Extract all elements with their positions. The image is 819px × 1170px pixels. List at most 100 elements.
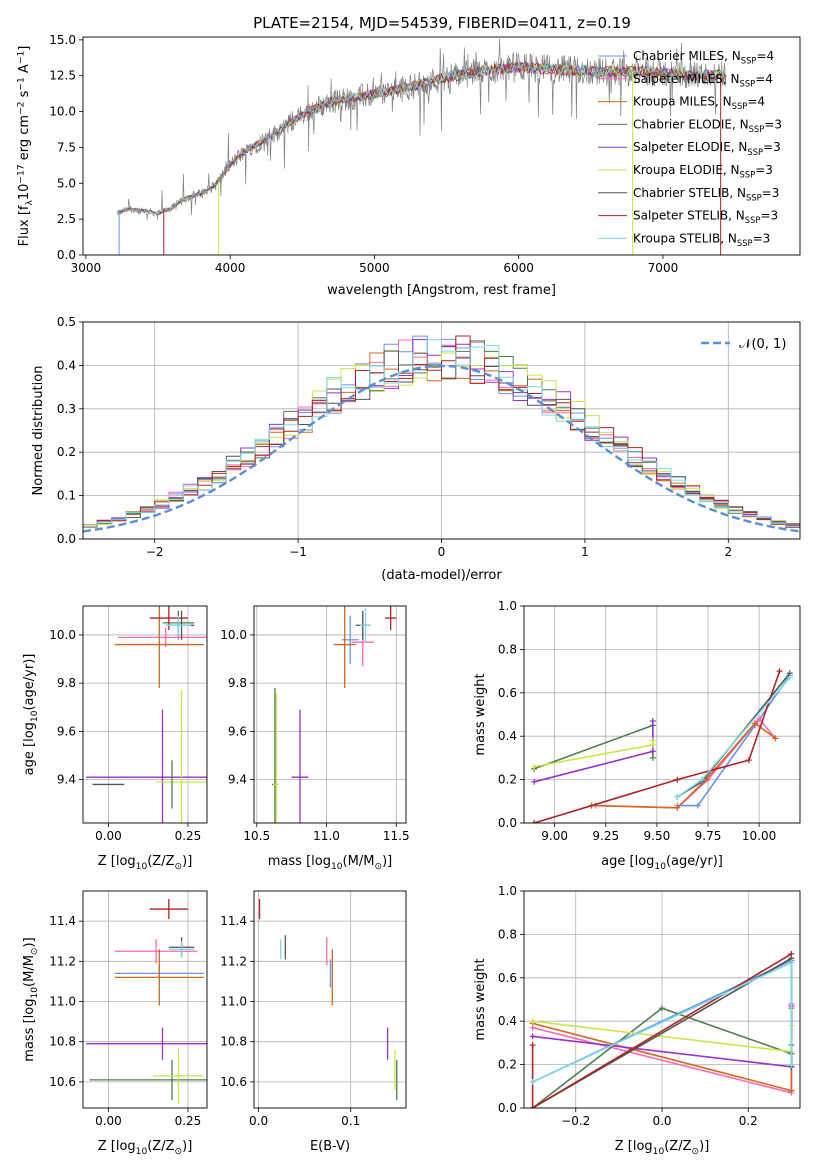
xlabel-weight_vs_Z-part: 10 (653, 1147, 665, 1157)
xlabel-weight_vs_age-part: (age/yr)] (666, 854, 723, 869)
y-tick-label: 10.0 (49, 628, 76, 642)
xlabel-age_vs_Z: Z [log10(Z/Z⊙)] (98, 854, 193, 872)
plot-area-mass_vs_EBV (258, 899, 398, 1100)
axes-frame (253, 605, 407, 824)
weight-marker (649, 754, 656, 761)
plot-area-age_vs_mass (272, 606, 397, 823)
spectrum-xlabel: wavelength [Angstrom, rest frame] (327, 283, 556, 298)
legend-label-7: Salpeter STELIB, NSSP=3 (633, 209, 778, 226)
y-tick-label: 0.8 (498, 927, 517, 941)
xlabel-weight_vs_Z-part: Z [log (615, 1139, 653, 1154)
weight-line-7 (533, 670, 781, 823)
y-tick-label: 0.0 (498, 1101, 517, 1115)
y-tick-label: 10.8 (220, 1035, 247, 1049)
spectrum-ylabel-part: −17 (16, 164, 26, 183)
plot-area-age_vs_Z (86, 606, 207, 823)
xlabel-age_vs_Z-part: )] (182, 854, 192, 869)
xlabel-mass_vs_EBV: E(B-V) (310, 1139, 350, 1154)
xlabel-age_vs_mass: mass [log10(M/M⊙)] (268, 854, 392, 872)
y-tick-label: 15.0 (49, 33, 76, 47)
errorbar-point-1 (114, 939, 198, 964)
weight-marker (694, 802, 701, 809)
legend-label-8-part: =3 (753, 231, 771, 245)
legend-label-4: Salpeter ELODIE, NSSP=3 (633, 140, 781, 157)
y-tick-label: 0.6 (498, 971, 517, 985)
axes-frame (523, 605, 801, 824)
xlabel-age_vs_Z-part: Z [log (98, 854, 136, 869)
weight-marker (776, 668, 783, 675)
y-tick-label: 9.4 (57, 773, 76, 787)
axes-frame (523, 890, 801, 1109)
legend-label-1-part: SSP (740, 78, 756, 88)
weight-marker (529, 1042, 536, 1049)
x-tick-label: −1 (289, 545, 307, 559)
legend-label-4-part: Salpeter ELODIE, N (633, 140, 747, 154)
plot-area-weight_vs_Z (529, 950, 795, 1108)
ylabel-mass_vs_Z-part: mass [log (22, 999, 37, 1062)
legend-label-3: Chabrier ELODIE, NSSP=3 (633, 117, 782, 134)
errorbar-point-8 (168, 941, 195, 958)
spectrum-ylabel-part: −1 (16, 51, 26, 64)
spectrum-ylabel-part: ] (17, 46, 32, 51)
weight-line-4 (534, 721, 654, 783)
axes-frame (82, 605, 208, 824)
errorbar-point-5 (156, 690, 207, 823)
spectrum-ylabel-part: Flux [f (17, 205, 32, 246)
xlabel-age_vs_Z-part: ⊙ (175, 862, 183, 872)
y-tick-label: 11.0 (220, 995, 247, 1009)
xlabel-age_vs_Z-part: 10 (136, 862, 148, 872)
x-tick-label: 5000 (359, 261, 390, 275)
weight-marker (674, 793, 681, 800)
x-tick-label: 11.0 (313, 829, 340, 843)
legend-label-2: Kroupa MILES, NSSP=4 (633, 95, 765, 112)
x-tick-label: 3000 (71, 261, 102, 275)
x-tick-label: −0.2 (561, 1114, 590, 1128)
weight-marker (531, 763, 538, 770)
errorbar-point-4 (291, 709, 309, 823)
legend-label-8-part: SSP (737, 238, 753, 248)
xlabel-mass_vs_Z-part: ⊙ (175, 1147, 183, 1157)
xlabel-weight_vs_age-part: age [log (601, 854, 654, 869)
y-tick-label: 9.4 (228, 773, 247, 787)
weight-marker (529, 1018, 536, 1025)
y-tick-label: 5.0 (57, 176, 76, 190)
weight-marker (786, 674, 793, 681)
xlabel-mass_vs_Z-part: )] (182, 1139, 192, 1154)
y-tick-label: 1.0 (498, 884, 517, 898)
axes-age_vs_mass: 10.5 11.0 11.5 9.4 9.6 9.8 10.0 mass [log10(M/M… (220, 605, 410, 872)
ylabel-mass_vs_Z-part: )] (22, 937, 37, 947)
weight-marker (788, 959, 795, 966)
y-tick-label: 10.8 (49, 1035, 76, 1049)
weight-marker (531, 820, 538, 823)
legend-label-7-part: =3 (760, 209, 778, 223)
errorbar-point-8 (359, 608, 372, 643)
y-tick-label: 10.6 (220, 1075, 247, 1089)
x-tick-label: 0.1 (341, 1114, 360, 1128)
x-tick-label: 4000 (215, 261, 246, 275)
legend-label-4-part: =3 (763, 140, 781, 154)
residuals-xlabel: (data-model)/error (381, 568, 502, 583)
xlabel-weight_vs_Z-part: (Z/Z (664, 1139, 691, 1154)
ylabel-age_vs_Z-part: age [log (22, 722, 37, 775)
residuals-ylabel: Normed distribution (31, 366, 46, 496)
spectrum-ylabel-part: −2 (16, 102, 26, 115)
y-tick-label: 9.8 (57, 676, 76, 690)
weight-marker (788, 950, 795, 957)
legend-label-3-part: =3 (764, 117, 782, 131)
plot-area-spectrum (117, 38, 727, 255)
weight-line-7 (531, 953, 792, 1108)
xlabel-weight_vs_Z-part: )] (699, 1139, 709, 1154)
axes-spectrum: 3000 4000 5000 6000 7000 0.0 2.5 5.0 7.5 10.0 12.5… (16, 33, 801, 298)
y-tick-label: 11.2 (49, 954, 76, 968)
y-tick-label: 12.5 (49, 69, 76, 83)
weight-marker (756, 715, 763, 722)
ylabel-mass_vs_Z-part: 10 (30, 987, 40, 999)
y-tick-label: 11.0 (49, 995, 76, 1009)
legend-label-gaussian: 𝒩(0, 1) (739, 337, 786, 352)
ylabel-age_vs_Z-part: 10 (30, 710, 40, 722)
xlabel-age_vs_mass-part: ⊙ (374, 862, 382, 872)
legend-label-8-part: Kroupa STELIB, N (633, 231, 737, 245)
y-tick-label: 0.8 (498, 642, 517, 656)
errorbar-point-2 (114, 606, 204, 688)
spectrum-ylabel-part: erg cm (17, 115, 32, 164)
